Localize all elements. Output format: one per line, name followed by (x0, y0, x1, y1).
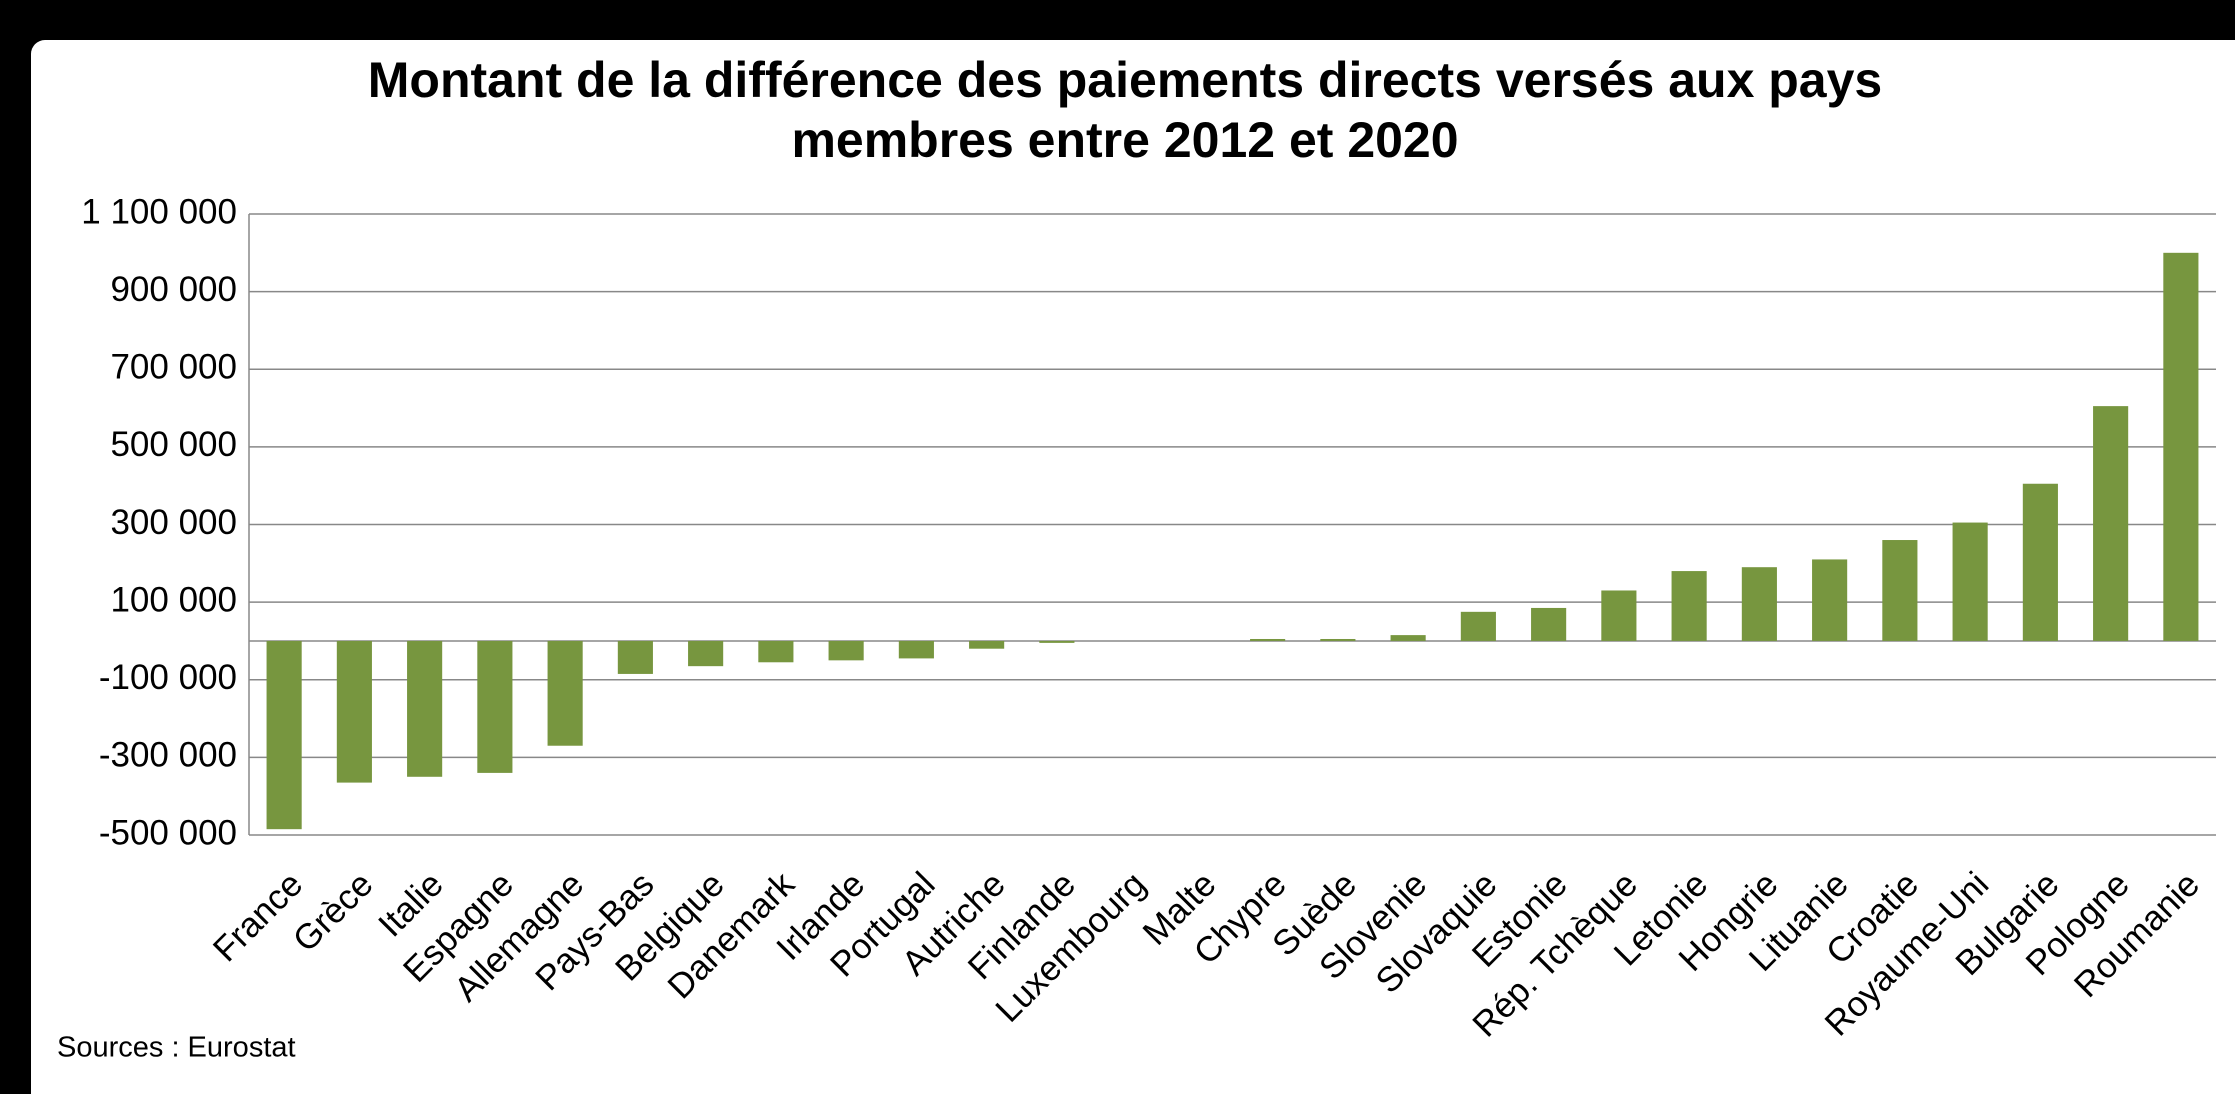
bar (477, 640, 513, 773)
bar (1952, 522, 1988, 641)
bar (1390, 635, 1426, 641)
bar (758, 640, 794, 663)
y-tick-label: -100 000 (99, 658, 237, 697)
y-tick-label: -500 000 (99, 813, 237, 852)
bar (1531, 607, 1567, 641)
y-tick-label: 300 000 (110, 503, 237, 542)
bar (2093, 406, 2129, 641)
bar (2163, 252, 2199, 641)
y-tick-label: 100 000 (110, 580, 237, 619)
y-tick-label: 900 000 (110, 270, 237, 309)
bar (1039, 640, 1075, 643)
bar (2022, 483, 2058, 641)
y-tick-label: 500 000 (110, 425, 237, 464)
bar (969, 640, 1005, 649)
bar (407, 640, 443, 777)
chart-title: Montant de la différence des paiements d… (367, 52, 1883, 168)
y-tick-label: -300 000 (99, 736, 237, 775)
bar (1882, 540, 1918, 641)
bar (617, 640, 653, 674)
x-tick-label: Grèce (286, 865, 381, 960)
bar (1812, 559, 1848, 641)
bar (336, 640, 372, 783)
chart-panel (31, 40, 2235, 1094)
y-tick-label: 700 000 (110, 348, 237, 387)
bar (1460, 611, 1496, 641)
bar (266, 640, 302, 830)
source-note: Sources : Eurostat (57, 1032, 296, 1064)
bar (1320, 638, 1356, 641)
bar (1671, 571, 1707, 641)
bar (1250, 638, 1286, 641)
bar (1601, 590, 1637, 641)
bar (547, 640, 583, 746)
x-tick-label: France (206, 865, 311, 970)
bar (898, 640, 934, 659)
bar (1741, 567, 1777, 641)
bar (688, 640, 724, 667)
bar (828, 640, 864, 661)
y-tick-label: 1 100 000 (81, 192, 237, 231)
